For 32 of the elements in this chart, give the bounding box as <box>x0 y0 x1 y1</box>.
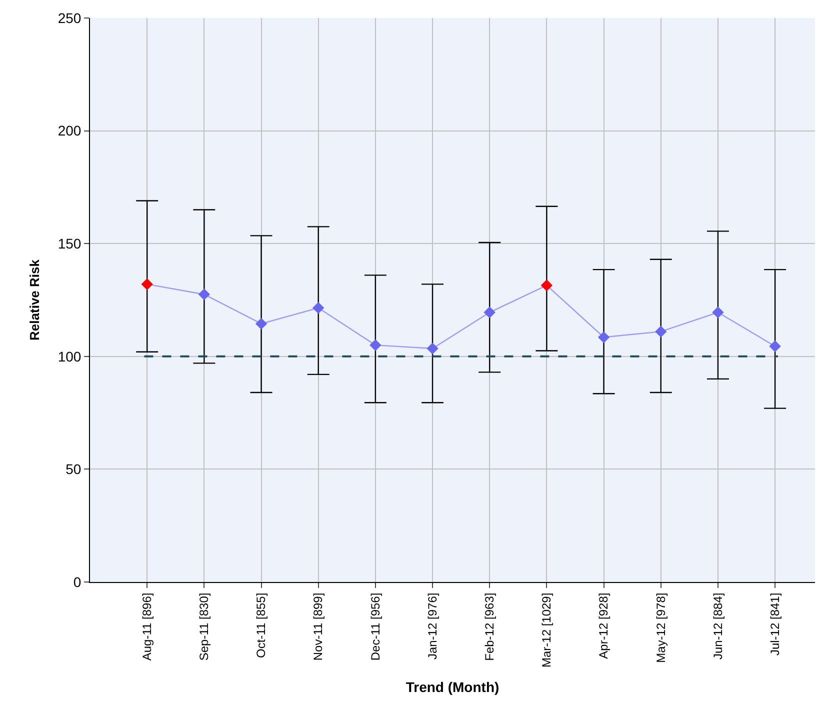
x-tick-label: Mar-12 [1029] <box>540 592 554 668</box>
x-tick-label: Aug-11 [896] <box>140 592 154 661</box>
x-tick-label: Jun-12 [884] <box>710 592 725 660</box>
x-tick-label: Apr-12 [928] <box>596 592 611 659</box>
point <box>370 339 382 351</box>
x-tick-label: Jan-12 [976] <box>425 592 440 660</box>
y-tick-label: 150 <box>58 236 82 252</box>
x-tick-label: Feb-12 [963] <box>482 592 497 661</box>
point <box>255 318 268 330</box>
y-tick-label: 200 <box>58 122 82 139</box>
point <box>141 278 153 290</box>
y-tick-label: 100 <box>58 348 82 364</box>
y-axis-title: Relative Risk <box>26 258 42 340</box>
x-tick-label: Jul-12 [841] <box>768 592 782 656</box>
point <box>712 306 724 318</box>
point <box>426 342 438 354</box>
point <box>198 288 210 300</box>
point <box>655 326 667 338</box>
x-tick-label: Dec-11 [956] <box>368 592 382 661</box>
point <box>312 302 324 314</box>
x-tick-label: Oct-11 [855] <box>254 592 268 658</box>
x-tick-label: Sep-11 [830] <box>197 592 212 661</box>
point <box>598 331 610 344</box>
point <box>769 340 781 352</box>
y-tick-label: 0 <box>73 574 82 590</box>
x-axis-title: Trend (Month) <box>406 678 500 695</box>
x-tick-label: Nov-11 [899] <box>311 592 326 661</box>
y-tick-label: 50 <box>66 461 82 478</box>
point <box>484 306 496 318</box>
x-tick-label: May-12 [978] <box>654 592 668 663</box>
point <box>540 279 553 292</box>
y-tick-label: 250 <box>58 10 82 26</box>
